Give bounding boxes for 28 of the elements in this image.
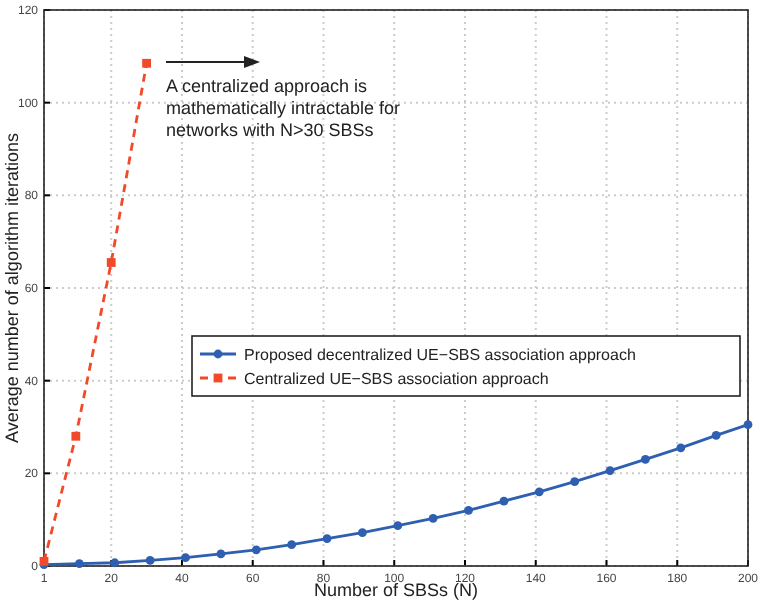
point [142,58,151,68]
point [216,549,226,559]
point [464,506,473,515]
annotation: A centralized approach is mathematically intractable for networks with N>30 SBSs [166,76,401,140]
point [145,556,155,565]
point [287,540,297,550]
point [641,455,650,464]
point [499,496,509,506]
point [711,430,721,440]
legend-label: Proposed decentralized UE−SBS association approach [244,346,636,364]
point [605,466,615,475]
point [251,545,261,555]
point [181,553,190,563]
point [393,521,403,531]
point [110,558,120,568]
point [428,513,438,523]
point [106,258,116,267]
point [71,431,81,441]
point [322,534,332,544]
point [534,487,544,497]
point [570,477,580,487]
point [743,420,753,430]
point [74,559,84,569]
point [676,443,686,453]
y-axis-title: Average number of algorithm iterations [2,132,22,443]
x-axis-title: Number of SBSs (N) [313,580,479,600]
legend-label: Centralized UE−SBS association approach [244,370,549,388]
point [357,528,367,538]
